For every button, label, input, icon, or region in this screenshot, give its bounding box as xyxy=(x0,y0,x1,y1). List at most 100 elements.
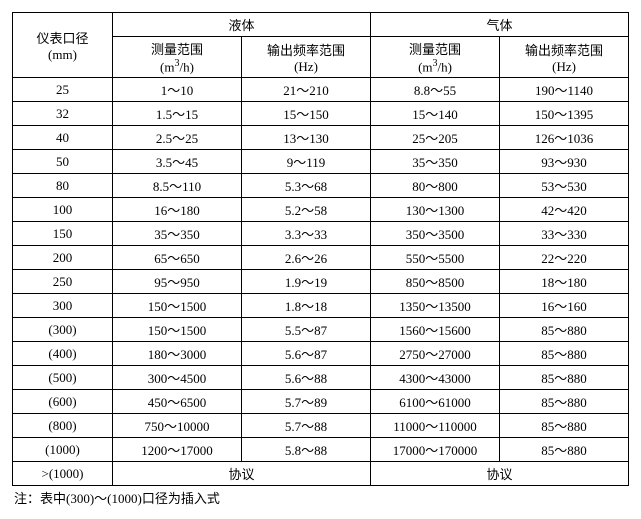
cell-gas-range: 1350～13500 xyxy=(371,294,500,318)
cell-caliber: 250 xyxy=(13,270,113,294)
table-row: (500)300～45005.6～884300～4300085～880 xyxy=(13,366,629,390)
cell-gas-range: 850～8500 xyxy=(371,270,500,294)
cell-liquid-freq: 5.6～88 xyxy=(242,366,371,390)
cell-liquid-range: 8.5～110 xyxy=(113,174,242,198)
table-row: 251～1021～2108.8～55190～1140 xyxy=(13,78,629,102)
table-row: 402.5～2513～13025～205126～1036 xyxy=(13,126,629,150)
cell-liquid-freq: 21～210 xyxy=(242,78,371,102)
cell-caliber: (300) xyxy=(13,318,113,342)
cell-gas-range: 8.8～55 xyxy=(371,78,500,102)
table-header: 仪表口径 (mm) 液体 气体 测量范围 (m3/h) 输出频率范围 (Hz) … xyxy=(13,13,629,78)
table-row: (800)750～100005.7～8811000～11000085～880 xyxy=(13,414,629,438)
cell-caliber: (800) xyxy=(13,414,113,438)
cell-gas-range: 350～3500 xyxy=(371,222,500,246)
cell-liquid-range: 3.5～45 xyxy=(113,150,242,174)
table-row: 503.5～459～11935～35093～930 xyxy=(13,150,629,174)
cell-liquid-freq: 3.3～33 xyxy=(242,222,371,246)
range-unit: (m3/h) xyxy=(117,58,237,75)
table-row: 300150～15001.8～181350～1350016～160 xyxy=(13,294,629,318)
table-row: 15035～3503.3～33350～350033～330 xyxy=(13,222,629,246)
cell-gas-freq: 33～330 xyxy=(500,222,629,246)
cell-liquid-freq: 5.6～87 xyxy=(242,342,371,366)
cell-liquid-freq: 5.5～87 xyxy=(242,318,371,342)
cell-liquid-freq: 5.2～58 xyxy=(242,198,371,222)
cell-gas-freq: 93～930 xyxy=(500,150,629,174)
cell-gas-range: 1560～15600 xyxy=(371,318,500,342)
cell-caliber: 150 xyxy=(13,222,113,246)
cell-liquid-range: 2.5～25 xyxy=(113,126,242,150)
cell-gas-freq: 85～880 xyxy=(500,318,629,342)
table-row: 20065～6502.6～26550～550022～220 xyxy=(13,246,629,270)
cell-liquid-range: 180～3000 xyxy=(113,342,242,366)
header-caliber: 仪表口径 (mm) xyxy=(13,13,113,78)
table-row-last: >(1000)协议协议 xyxy=(13,462,629,486)
cell-gas-freq: 85～880 xyxy=(500,390,629,414)
cell-caliber: 80 xyxy=(13,174,113,198)
cell-caliber: 40 xyxy=(13,126,113,150)
cell-liquid-freq: 5.3～68 xyxy=(242,174,371,198)
cell-liquid-merged: 协议 xyxy=(113,462,371,486)
cell-gas-freq: 126～1036 xyxy=(500,126,629,150)
cell-gas-freq: 85～880 xyxy=(500,438,629,462)
cell-gas-freq: 85～880 xyxy=(500,366,629,390)
cell-liquid-freq: 2.6～26 xyxy=(242,246,371,270)
cell-gas-range: 4300～43000 xyxy=(371,366,500,390)
cell-gas-range: 25～205 xyxy=(371,126,500,150)
cell-gas-freq: 85～880 xyxy=(500,342,629,366)
cell-caliber: 100 xyxy=(13,198,113,222)
cell-caliber: >(1000) xyxy=(13,462,113,486)
freq-label: 输出频率范围 xyxy=(246,40,366,59)
freq-unit: (Hz) xyxy=(246,59,366,75)
cell-caliber: 32 xyxy=(13,102,113,126)
table-row: (400)180～30005.6～872750～2700085～880 xyxy=(13,342,629,366)
header-liquid-range: 测量范围 (m3/h) xyxy=(113,37,242,78)
cell-gas-range: 6100～61000 xyxy=(371,390,500,414)
table-row: 321.5～1515～15015～140150～1395 xyxy=(13,102,629,126)
caliber-unit: (mm) xyxy=(17,47,108,63)
table-row: 10016～1805.2～58130～130042～420 xyxy=(13,198,629,222)
cell-gas-range: 2750～27000 xyxy=(371,342,500,366)
cell-gas-range: 130～1300 xyxy=(371,198,500,222)
cell-gas-freq: 22～220 xyxy=(500,246,629,270)
cell-liquid-range: 750～10000 xyxy=(113,414,242,438)
cell-gas-freq: 16～160 xyxy=(500,294,629,318)
cell-liquid-range: 1200～17000 xyxy=(113,438,242,462)
cell-gas-range: 11000～110000 xyxy=(371,414,500,438)
cell-liquid-freq: 5.7～88 xyxy=(242,414,371,438)
cell-caliber: 50 xyxy=(13,150,113,174)
cell-liquid-range: 150～1500 xyxy=(113,294,242,318)
cell-gas-range: 17000～170000 xyxy=(371,438,500,462)
table-row: (300)150～15005.5～871560～1560085～880 xyxy=(13,318,629,342)
cell-caliber: (600) xyxy=(13,390,113,414)
table-row: 808.5～1105.3～6880～80053～530 xyxy=(13,174,629,198)
header-row-1: 仪表口径 (mm) 液体 气体 xyxy=(13,13,629,37)
cell-gas-freq: 85～880 xyxy=(500,414,629,438)
cell-gas-freq: 190～1140 xyxy=(500,78,629,102)
table-row: 25095～9501.9～19850～850018～180 xyxy=(13,270,629,294)
cell-liquid-range: 35～350 xyxy=(113,222,242,246)
cell-liquid-freq: 15～150 xyxy=(242,102,371,126)
spec-table: 仪表口径 (mm) 液体 气体 测量范围 (m3/h) 输出频率范围 (Hz) … xyxy=(12,12,629,486)
cell-liquid-range: 95～950 xyxy=(113,270,242,294)
cell-caliber: 200 xyxy=(13,246,113,270)
cell-liquid-range: 65～650 xyxy=(113,246,242,270)
range-label: 测量范围 xyxy=(375,39,495,58)
cell-caliber: (500) xyxy=(13,366,113,390)
cell-gas-freq: 42～420 xyxy=(500,198,629,222)
cell-liquid-range: 150～1500 xyxy=(113,318,242,342)
cell-liquid-range: 1～10 xyxy=(113,78,242,102)
cell-liquid-freq: 5.8～88 xyxy=(242,438,371,462)
header-liquid-freq: 输出频率范围 (Hz) xyxy=(242,37,371,78)
freq-unit: (Hz) xyxy=(504,59,624,75)
header-liquid-group: 液体 xyxy=(113,13,371,37)
cell-gas-freq: 150～1395 xyxy=(500,102,629,126)
cell-liquid-range: 300～4500 xyxy=(113,366,242,390)
table-body: 251～1021～2108.8～55190～1140321.5～1515～150… xyxy=(13,78,629,486)
cell-caliber: (400) xyxy=(13,342,113,366)
cell-liquid-range: 450～6500 xyxy=(113,390,242,414)
cell-liquid-freq: 5.7～89 xyxy=(242,390,371,414)
cell-gas-range: 80～800 xyxy=(371,174,500,198)
table-row: (1000)1200～170005.8～8817000～17000085～880 xyxy=(13,438,629,462)
cell-caliber: 300 xyxy=(13,294,113,318)
cell-gas-range: 550～5500 xyxy=(371,246,500,270)
